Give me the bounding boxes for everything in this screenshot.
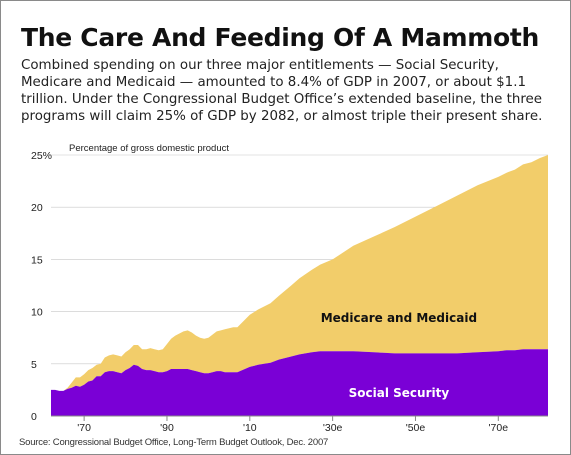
chart-subtitle: Combined spending on our three major ent… — [21, 58, 543, 124]
y-tick-label: 25% — [31, 150, 52, 162]
x-tick-label: '10 — [243, 422, 257, 434]
chart-title: The Care And Feeding Of A Mammoth — [21, 23, 540, 52]
medicare-medicaid-label: Medicare and Medicaid — [321, 311, 477, 325]
y-tick-label: 15 — [31, 254, 43, 266]
x-tick-label: '70e — [489, 422, 509, 434]
y-tick-label: 20 — [31, 202, 43, 214]
y-tick-label: 10 — [31, 307, 43, 319]
y-tick-label: 5 — [31, 359, 37, 371]
social-security-label: Social Security — [349, 386, 450, 400]
y-tick-label: 0 — [31, 411, 37, 423]
x-tick-label: '50e — [406, 422, 426, 434]
x-tick-label: '90 — [160, 422, 174, 434]
source-note: Source: Congressional Budget Office, Lon… — [19, 437, 329, 448]
x-tick-label: '30e — [323, 422, 343, 434]
x-tick-label: '70 — [77, 422, 91, 434]
medicare-medicaid-area — [51, 155, 548, 416]
social-security-area — [51, 349, 548, 416]
y-axis-label: Percentage of gross domestic product — [69, 143, 229, 154]
